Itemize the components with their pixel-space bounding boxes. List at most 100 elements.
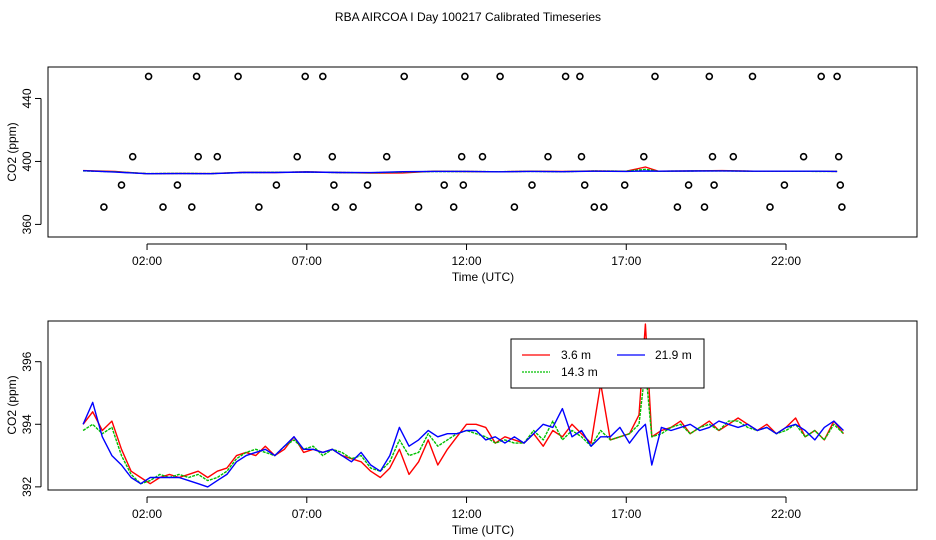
top-x-axis: 02:00 07:00 12:00 17:00 22:00 — [132, 243, 801, 268]
flag-point — [620, 181, 629, 189]
flag-point — [293, 152, 302, 161]
flag-point — [780, 181, 789, 189]
flag-point — [414, 203, 423, 211]
bottom-series-line-green — [82, 367, 844, 485]
flag-point — [651, 72, 659, 81]
bottom-y-tick-label: 394 — [20, 414, 34, 434]
top-y-axis: 360 400 440 — [20, 88, 42, 234]
top-series-line-blue — [83, 170, 838, 175]
bottom-y-axis-title: CO2 (ppm) — [5, 375, 19, 434]
bottom-y-axis: 392 394 396 — [20, 351, 42, 497]
flag-point — [100, 203, 108, 211]
flag-point — [363, 181, 372, 189]
chart-title: RBA AIRCOA I Day 100217 Calibrated Times… — [335, 10, 601, 24]
bottom-series-line-red — [82, 323, 845, 485]
bottom-x-tick-label: 07:00 — [292, 507, 322, 521]
flag-point — [528, 181, 536, 189]
flag-point — [639, 152, 648, 161]
top-y-axis-title: CO2 (ppm) — [5, 122, 19, 181]
bottom-plot-frame — [47, 320, 918, 491]
flag-point — [836, 181, 845, 189]
flag-point — [188, 203, 196, 211]
flag-point — [117, 181, 126, 189]
bottom-x-axis-title: Time (UTC) — [452, 523, 514, 537]
flag-point — [684, 181, 693, 189]
flag-point — [328, 152, 337, 161]
flag-point — [510, 203, 519, 211]
legend-label-21-9m: 21.9 m — [655, 348, 692, 362]
top-y-tick-label: 440 — [20, 88, 34, 108]
flag-point — [449, 203, 458, 211]
flag-point — [577, 152, 586, 161]
flag-point — [400, 72, 409, 81]
flag-point — [331, 203, 340, 211]
flag-point — [457, 152, 466, 161]
flag-point — [349, 203, 357, 211]
flag-point — [461, 72, 469, 81]
bottom-x-tick-label: 17:00 — [611, 507, 641, 521]
flag-point — [766, 203, 774, 211]
flag-point — [234, 72, 242, 81]
flag-point — [590, 203, 599, 211]
bottom-y-tick-label: 396 — [20, 351, 34, 371]
flag-point — [330, 181, 338, 189]
flag-point — [561, 72, 570, 81]
flag-point — [194, 152, 202, 161]
bottom-x-tick-label: 22:00 — [771, 507, 801, 521]
flag-point — [382, 152, 391, 161]
flag-point — [580, 181, 589, 189]
flag-point — [213, 152, 222, 161]
flag-point — [705, 72, 714, 81]
bottom-y-tick-label: 392 — [20, 477, 34, 497]
top-x-axis-title: Time (UTC) — [452, 270, 514, 284]
flag-point — [710, 181, 718, 189]
flag-point — [838, 203, 846, 211]
top-x-tick-label: 12:00 — [452, 254, 482, 268]
bottom-x-tick-label: 12:00 — [452, 507, 482, 521]
flag-point — [576, 72, 584, 81]
flag-point — [173, 181, 182, 189]
top-y-tick-label: 400 — [20, 151, 34, 171]
flag-point — [544, 152, 552, 161]
flag-point — [478, 152, 487, 161]
flag-point — [834, 152, 843, 161]
flag-point — [700, 203, 709, 211]
top-x-tick-label: 17:00 — [611, 254, 641, 268]
flag-point — [272, 181, 281, 189]
flag-point — [748, 72, 757, 81]
flag-point — [673, 203, 682, 211]
flag-point — [440, 181, 449, 189]
flag-point — [301, 72, 310, 81]
legend-label-3-6m: 3.6 m — [561, 348, 591, 362]
flag-point — [255, 203, 263, 211]
flag-point — [459, 181, 468, 189]
top-plot-frame — [47, 66, 918, 238]
bottom-series-group — [82, 323, 845, 488]
top-x-tick-label: 22:00 — [771, 254, 801, 268]
flag-point — [144, 72, 153, 81]
flag-point — [192, 72, 201, 81]
flag-point — [128, 152, 137, 161]
flag-point — [729, 152, 738, 161]
flag-point — [799, 152, 808, 161]
flag-point — [496, 72, 504, 81]
top-y-tick-label: 360 — [20, 214, 34, 234]
top-x-tick-label: 02:00 — [132, 254, 162, 268]
legend-box — [510, 338, 705, 389]
top-x-tick-label: 07:00 — [292, 254, 322, 268]
flag-point — [833, 72, 841, 81]
top-panel: 02:00 07:00 12:00 17:00 22:00 360 400 440 Time… — [5, 66, 918, 284]
flag-point — [318, 72, 327, 81]
flag-point — [708, 152, 717, 161]
bottom-x-axis: 02:00 07:00 12:00 17:00 22:00 — [132, 496, 801, 521]
legend-label-14-3m: 14.3 m — [561, 365, 598, 379]
flag-point — [600, 203, 608, 211]
top-flag-points — [100, 72, 846, 211]
bottom-x-tick-label: 02:00 — [132, 507, 162, 521]
flag-point — [817, 72, 826, 81]
top-series-group — [83, 166, 838, 175]
bottom-series-line-blue — [82, 401, 844, 488]
legend: 3.6 m 21.9 m 14.3 m — [510, 338, 705, 389]
flag-point — [159, 203, 167, 211]
